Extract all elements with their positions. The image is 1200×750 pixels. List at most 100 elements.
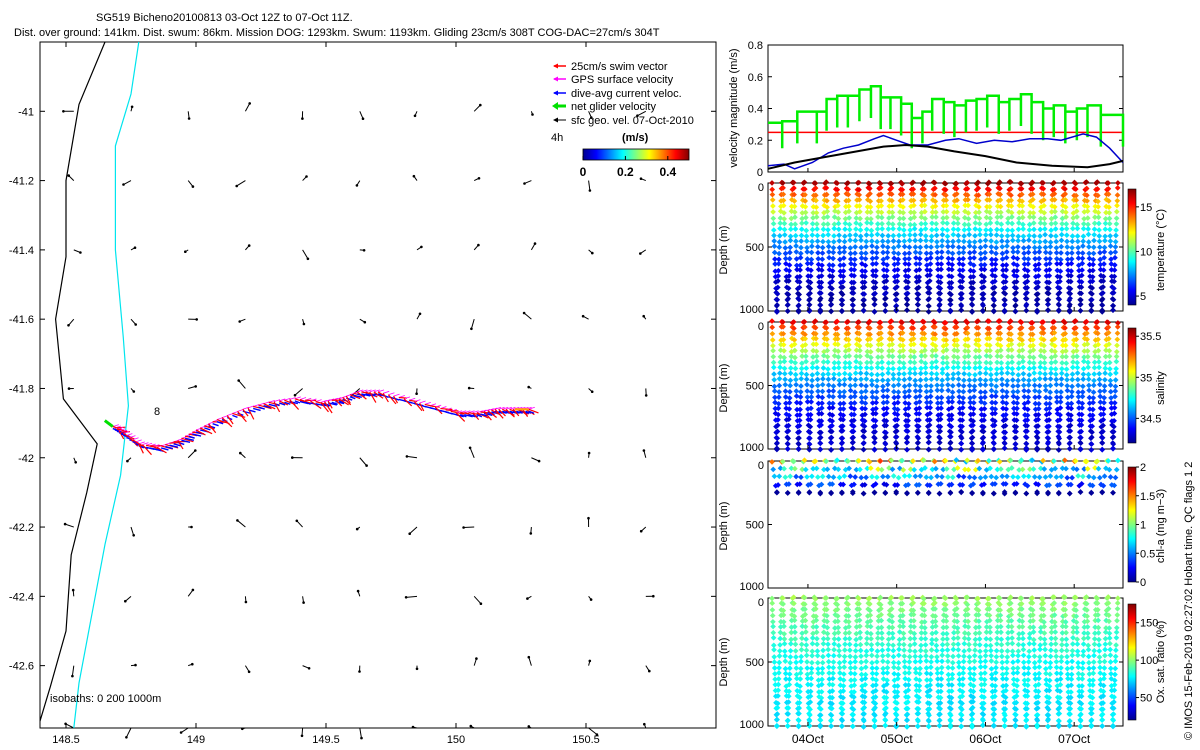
profile-point [1101,261,1107,267]
profile-point [894,266,901,273]
profile-point [955,635,961,641]
profile-point [1010,473,1016,480]
profile-point [913,261,919,267]
geo-vector-head [405,455,409,458]
profile-point [787,244,794,251]
profile-point [923,388,930,395]
profile-point [992,256,999,263]
geo-vector-head [462,526,465,529]
profile-point [994,214,1001,221]
profile-point [863,232,870,238]
profile-point [1000,267,1006,274]
profile-point [986,203,993,210]
profile-point [824,214,831,220]
profile-point [929,359,935,366]
profile-point [966,364,972,371]
profile-point [850,439,856,446]
profile-point [915,284,922,291]
profile-point [1106,215,1113,222]
profile-point [1023,490,1030,497]
profile-point [906,659,913,665]
swim-vector [247,407,255,420]
profile-point [880,256,887,263]
map-geo-vectors [62,102,655,740]
profile-point [820,232,826,239]
profile-point [877,184,884,191]
profile-point [1091,231,1098,238]
profile-point [1023,295,1030,302]
profile-point [948,284,955,291]
profile-point [1009,365,1016,372]
profile-point [926,439,932,446]
profile-point [1009,359,1015,366]
profile-point [804,381,810,388]
profile-point [993,371,1000,377]
profile-point [981,278,987,285]
profile-point [993,232,1000,238]
profile-point [895,652,902,659]
profile-point [1002,290,1009,297]
profile-point [901,383,908,390]
geo-vector-head [648,669,651,673]
gps-vector [227,413,234,416]
profile-point [922,642,929,648]
profile-point [912,237,919,244]
profile-point [912,648,918,655]
profile-point [923,243,930,250]
profile-point [787,377,794,384]
gps-vector [498,406,505,410]
profile-point [884,473,891,480]
section-ytick-label: 1000 [740,304,764,316]
profile-point [797,406,803,413]
profile-point [771,654,778,660]
profile-point [915,439,921,446]
profile-point [813,624,820,630]
profile-point [960,658,967,665]
profile-point [956,394,963,400]
profile-point [994,209,1001,216]
profile-point [1114,197,1121,204]
geo-vector [588,180,591,191]
profile-point [965,636,972,642]
geo-vector-head [194,385,197,388]
profile-point [987,209,993,216]
profile-point [949,243,956,250]
profile-point [863,238,870,245]
profile-point [988,371,994,378]
profile-point [998,466,1004,472]
speed-panel: 00.20.40.60.8 velocity magnitude (m/s) [728,40,1125,179]
profile-point [872,290,878,297]
profile-point [884,393,891,400]
profile-point [862,268,869,275]
speed-ylabel: velocity magnitude (m/s) [728,48,740,167]
profile-point [837,262,844,269]
profile-point [999,238,1005,244]
profile-point [998,370,1005,377]
profile-point [785,717,791,724]
profile-point [1099,302,1106,309]
profile-point [853,226,859,232]
profile-point [1023,307,1030,314]
profile-point [891,255,898,262]
profile-point [977,648,983,655]
profile-point [820,214,827,221]
profile-point [1058,370,1065,377]
profile-point [999,381,1006,388]
profile-point [980,295,987,302]
section-ytick-label: 1000 [740,442,764,454]
dac-vector [284,401,291,405]
profile-point [923,382,930,389]
profile-point [817,295,824,302]
profile-point [949,399,956,405]
profile-point [1007,185,1014,192]
profile-point [1074,353,1080,360]
profile-point [955,370,962,377]
profile-point [895,474,902,481]
profile-point [987,636,994,643]
profile-point [770,227,777,233]
profile-point [871,447,878,453]
profile-point [1031,474,1038,480]
profile-point [971,377,978,383]
profile-point [1048,359,1055,366]
